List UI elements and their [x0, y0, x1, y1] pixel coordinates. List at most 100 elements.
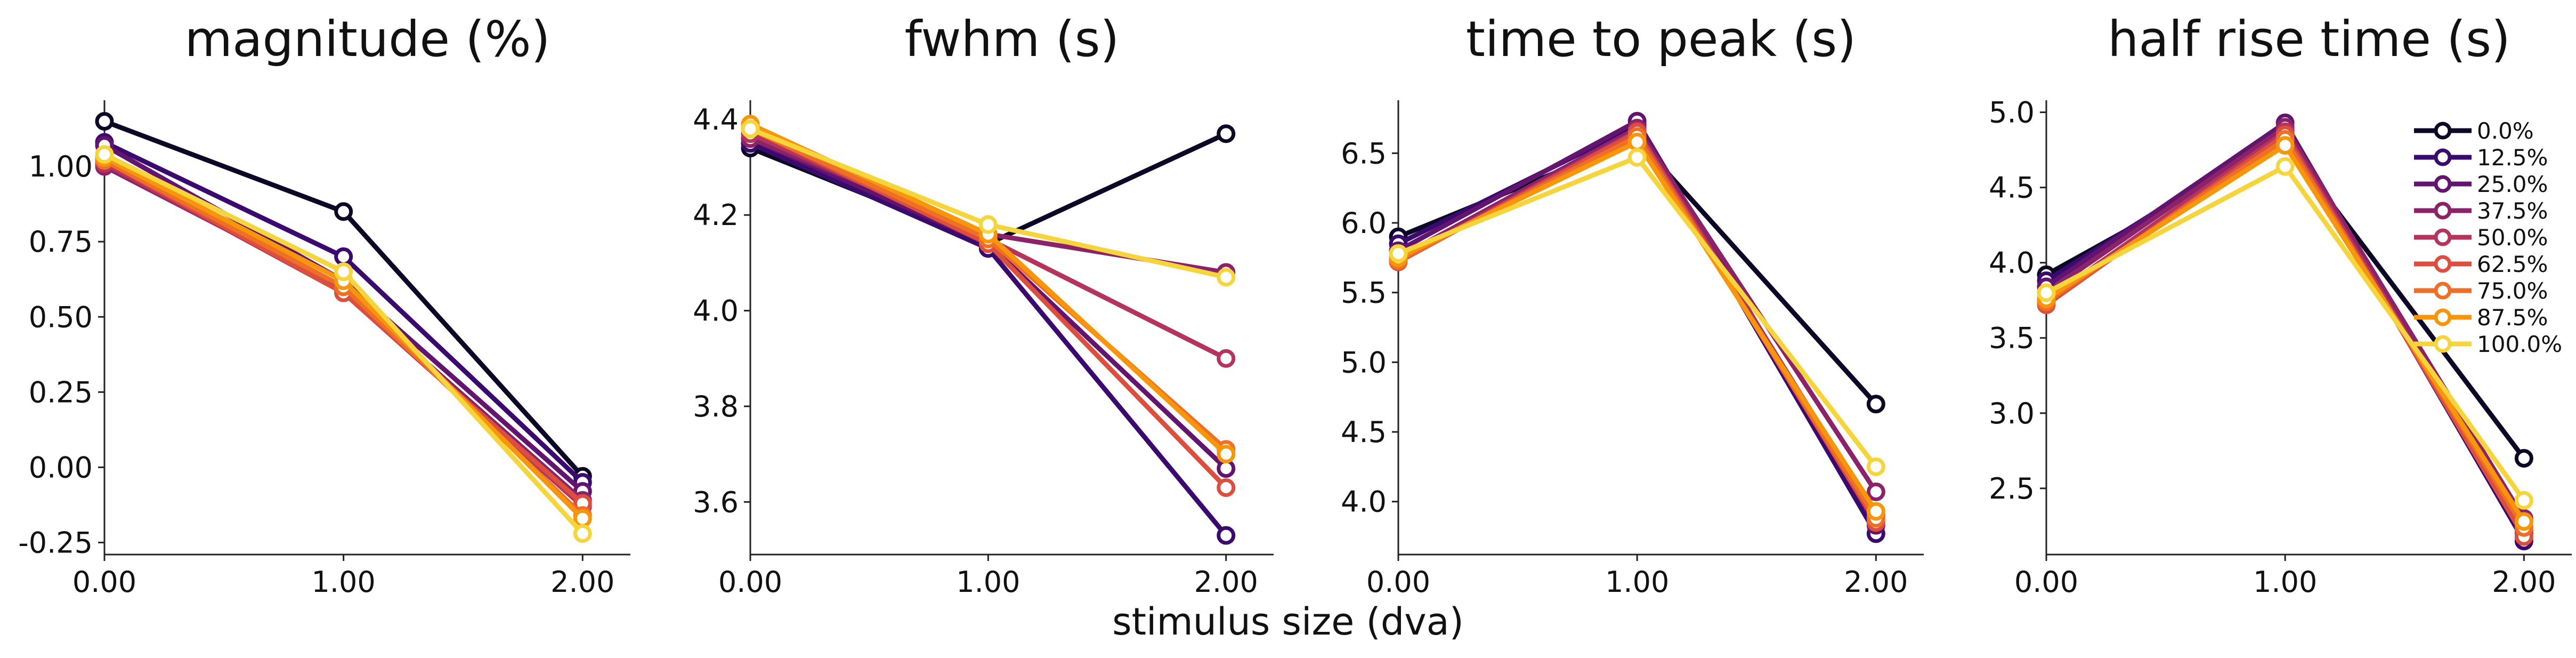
y-tick-label: 3.8 — [693, 390, 739, 423]
data-point — [334, 202, 353, 221]
x-tick-label: 1.00 — [2253, 565, 2317, 599]
y-tick-label: 6.5 — [1341, 137, 1387, 170]
y-tick-label: -0.25 — [18, 526, 93, 559]
data-point — [2275, 157, 2295, 176]
panel-1: magnitude (%) -0.25 0.00 0.25 0.50 0.75 1.00 0.… — [18, 11, 630, 599]
series-12.5% — [741, 134, 1236, 545]
data-point — [1217, 349, 1236, 368]
series-100.0% — [741, 119, 1236, 287]
series-100.0% — [95, 145, 592, 543]
data-point — [334, 247, 353, 266]
data-point — [741, 119, 760, 139]
series-line — [749, 136, 1228, 470]
panel-2: fwhm (s) 3.6 3.8 4.0 4.2 4.4 0.00 1.00 2.00 — [693, 11, 1274, 599]
series-line — [1397, 123, 1878, 535]
data-point — [978, 215, 998, 234]
legend-marker — [2434, 175, 2452, 193]
series-line — [2045, 127, 2526, 542]
data-point — [2514, 448, 2533, 468]
x-tick-label: 0.00 — [718, 565, 782, 599]
series-line — [1397, 125, 1878, 493]
y-tick-label: 4.5 — [1341, 415, 1387, 449]
series-25.0% — [2037, 113, 2533, 543]
series-line — [2045, 143, 2526, 523]
series-75.0% — [2037, 130, 2533, 537]
panel-title: fwhm (s) — [905, 11, 1120, 68]
legend-label: 50.0% — [2477, 224, 2548, 251]
x-tick-label: 2.00 — [1844, 565, 1908, 599]
series-line — [2045, 137, 2526, 529]
series-100.0% — [1389, 148, 1885, 476]
series-0.0% — [1389, 130, 1885, 414]
x-tick-label: 0.00 — [2014, 565, 2078, 599]
data-point — [1866, 482, 1885, 501]
y-tick-label: 5.0 — [1989, 96, 2035, 130]
series-line — [2045, 132, 2526, 538]
y-tick-label: 0.50 — [29, 300, 93, 334]
data-point — [1217, 124, 1236, 143]
series-25.0% — [741, 129, 1236, 478]
legend-marker — [2434, 255, 2452, 273]
data-point — [573, 524, 592, 543]
series-62.5% — [2037, 125, 2533, 546]
legend-label: 0.0% — [2477, 118, 2534, 144]
panel-4: half rise time (s) 2.5 3.0 3.5 4.0 4.5 5.0 0.00… — [1989, 11, 2572, 599]
data-point — [1866, 502, 1885, 521]
y-tick-label: 5.0 — [1341, 346, 1387, 379]
data-point — [1217, 478, 1236, 497]
data-point — [2514, 512, 2533, 531]
x-tick-label: 1.00 — [1605, 565, 1669, 599]
y-tick-label: 5.5 — [1341, 276, 1387, 310]
y-tick-label: 4.2 — [693, 198, 739, 232]
y-tick-label: 2.5 — [1989, 472, 2035, 505]
series-87.5% — [2037, 136, 2533, 531]
data-point — [1217, 526, 1236, 545]
y-tick-label: 4.0 — [693, 294, 739, 328]
data-point — [573, 509, 592, 528]
series-50.0% — [2037, 122, 2533, 540]
y-tick-label: 0.00 — [29, 451, 93, 484]
y-tick-label: 4.4 — [693, 103, 739, 137]
series-37.5% — [1389, 118, 1885, 501]
x-tick-label: 2.00 — [1194, 565, 1258, 599]
data-point — [95, 145, 114, 164]
legend: 0.0%12.5%25.0%37.5%50.0%62.5%75.0%87.5%1… — [2414, 118, 2562, 357]
data-point — [2037, 283, 2056, 302]
data-point — [334, 262, 353, 282]
data-point — [1217, 268, 1236, 287]
series-line — [1397, 137, 1878, 406]
series-50.0% — [1389, 121, 1885, 525]
x-tick-label: 0.00 — [72, 565, 136, 599]
panel-title: time to peak (s) — [1466, 11, 1856, 68]
legend-marker — [2434, 335, 2452, 353]
y-tick-label: 3.0 — [1989, 397, 2035, 430]
series-62.5% — [741, 119, 1236, 497]
data-point — [1389, 244, 1408, 263]
data-point — [1217, 445, 1236, 464]
x-tick-label: 2.00 — [550, 565, 614, 599]
series-line — [749, 126, 1228, 490]
legend-marker — [2434, 308, 2452, 326]
legend-label: 25.0% — [2477, 171, 2548, 197]
series-87.5% — [1389, 132, 1885, 521]
legend-marker — [2434, 228, 2452, 246]
legend-label: 75.0% — [2477, 278, 2548, 304]
y-tick-label: 0.25 — [29, 375, 93, 409]
y-tick-label: 3.5 — [1989, 322, 2035, 355]
data-point — [95, 111, 114, 131]
y-tick-label: 1.00 — [29, 150, 93, 183]
panel-3: time to peak (s) 4.0 4.5 5.0 5.5 6.0 6.5 0.00 1.… — [1341, 11, 1924, 599]
legend-label: 12.5% — [2477, 145, 2548, 171]
y-tick-label: 4.5 — [1989, 171, 2035, 205]
y-tick-label: 0.75 — [29, 225, 93, 259]
legend-label: 87.5% — [2477, 304, 2548, 331]
figure-xlabel: stimulus size (dva) — [1112, 600, 1464, 644]
data-point — [1627, 148, 1647, 167]
x-tick-label: 1.00 — [956, 565, 1020, 599]
legend-label: 37.5% — [2477, 198, 2548, 224]
legend-marker — [2434, 282, 2452, 300]
data-point — [2514, 491, 2533, 510]
data-point — [1627, 132, 1647, 151]
panel-title: half rise time (s) — [2108, 11, 2510, 68]
panel-title: magnitude (%) — [184, 11, 550, 68]
